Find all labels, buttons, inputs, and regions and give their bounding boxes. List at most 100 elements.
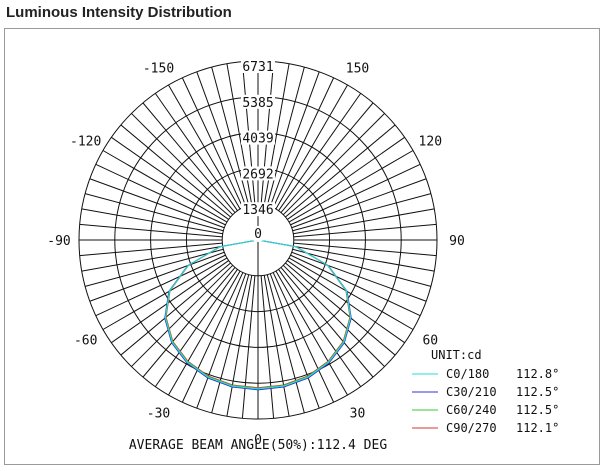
angle-label: 60 (422, 334, 438, 349)
curve-c0-180 (164, 239, 352, 390)
chart-title: Luminous Intensity Distribution (6, 4, 232, 21)
radial-tick-label: 5385 (242, 96, 273, 111)
grid-spoke-105 (292, 193, 432, 232)
grid-spoke-250 (89, 178, 225, 229)
angle-label: -150 (143, 62, 174, 77)
angle-label: 90 (449, 234, 465, 249)
legend-name-c0: C0/180 (446, 367, 489, 381)
legend-item-c30: C30/210 112.5° (412, 385, 559, 399)
grid-spoke-65 (290, 254, 421, 317)
grid-spoke-345 (211, 274, 250, 414)
legend-angle-c0: 112.8° (516, 367, 559, 381)
grid-spoke-205 (181, 77, 244, 208)
grid-spoke-25 (272, 272, 335, 403)
angle-label: 120 (419, 135, 442, 150)
grid-spoke-55 (287, 260, 405, 344)
radial-tick-label: 2692 (242, 167, 273, 182)
grid-spoke-135 (282, 113, 385, 216)
grid-spoke-10 (263, 275, 290, 417)
grid-spoke-335 (181, 272, 244, 403)
grid-spoke-220 (142, 102, 236, 213)
angle-label: -120 (70, 135, 101, 150)
chart-frame (4, 28, 600, 465)
grid-spoke-275 (79, 242, 223, 257)
grid-spoke-30 (275, 270, 348, 396)
angle-label: -30 (147, 406, 170, 421)
grid-spoke-260 (81, 208, 223, 235)
grid-spoke-80 (293, 245, 435, 272)
grid-spoke-355 (241, 275, 256, 419)
grid-spoke-165 (266, 66, 305, 206)
grid-spoke-230 (120, 124, 231, 218)
grid-spoke-60 (288, 257, 414, 330)
grid-spoke-235 (111, 136, 229, 220)
legend-angle-c60: 112.5° (516, 403, 559, 417)
grid-spoke-190 (226, 63, 253, 205)
radial-label-bg (241, 166, 275, 181)
grid-spoke-155 (272, 77, 335, 208)
grid-spoke-330 (168, 270, 241, 396)
grid-spoke-170 (263, 63, 290, 205)
polar-grid (78, 60, 438, 420)
grid-spoke-315 (131, 264, 234, 367)
grid-spoke-160 (269, 71, 320, 207)
grid-spoke-70 (291, 251, 427, 302)
angle-label: 30 (350, 406, 366, 421)
grid-spoke-280 (81, 245, 223, 272)
legend-item-c0: C0/180 112.8° (412, 367, 559, 381)
radial-tick-label: 4039 (242, 132, 273, 147)
grid-spoke-305 (111, 260, 229, 344)
grid-spoke-145 (278, 93, 362, 211)
radial-label-bg (241, 202, 275, 217)
grid-spoke-295 (95, 254, 226, 317)
grid-spoke-35 (278, 269, 362, 387)
grid-spoke-95 (293, 223, 437, 238)
grid-spoke-110 (291, 178, 427, 229)
grid-spoke-15 (266, 274, 305, 414)
grid-spoke-45 (282, 264, 385, 367)
grid-spoke-245 (95, 163, 226, 226)
grid-spoke-320 (142, 267, 236, 378)
grid-spoke-240 (102, 150, 228, 223)
radial-label-bg (241, 59, 275, 73)
grid-spoke-290 (89, 251, 225, 302)
radial-label-bg (241, 94, 275, 109)
angle-label: -90 (47, 234, 70, 249)
grid-spoke-100 (293, 208, 435, 235)
legend-item-c60: C60/240 112.5° (412, 403, 559, 417)
grid-spoke-265 (79, 223, 223, 238)
grid-spoke-40 (280, 267, 374, 378)
unit-label: UNIT:cd (431, 348, 482, 362)
legend-item-c90: C90/270 112.1° (412, 421, 559, 435)
angle-label: 0 (254, 433, 262, 448)
legend-name-c60: C60/240 (446, 403, 497, 417)
grid-spoke-255 (84, 193, 224, 232)
grid-spoke-300 (102, 257, 228, 330)
radial-tick-label: 1346 (242, 203, 273, 218)
grid-spoke-85 (293, 242, 437, 257)
radial-label-bg (241, 130, 275, 145)
grid-spoke-215 (154, 93, 238, 211)
angle-label: 150 (346, 62, 369, 77)
radial-tick-label: 6731 (242, 60, 273, 75)
legend-name-c90: C90/270 (446, 421, 497, 435)
grid-spoke-115 (290, 163, 421, 226)
grid-spoke-75 (292, 248, 432, 287)
grid-spoke-125 (287, 136, 405, 220)
labels: 1346 2692 4039 5385 6731 0 0 30 60 90 120 150 -150 -1… (47, 59, 465, 448)
center-tick-label: 0 (254, 227, 262, 242)
grid-spoke-350 (226, 275, 253, 417)
average-beam-angle-label: AVERAGE BEAM ANGLE(50%):112.4 DEG (129, 438, 387, 453)
legend-angle-c90: 112.1° (516, 421, 559, 435)
grid-spoke-225 (131, 113, 234, 216)
grid-spoke-130 (285, 124, 396, 218)
legend-angle-c30: 112.5° (516, 385, 559, 399)
grid-spoke-150 (275, 84, 348, 210)
grid-spoke-20 (269, 273, 320, 409)
grid-spoke-325 (154, 269, 238, 387)
center-label-bg (250, 226, 266, 242)
grid-spoke-200 (196, 71, 247, 207)
grid-spoke-210 (168, 84, 241, 210)
grid-spoke-195 (211, 66, 250, 206)
